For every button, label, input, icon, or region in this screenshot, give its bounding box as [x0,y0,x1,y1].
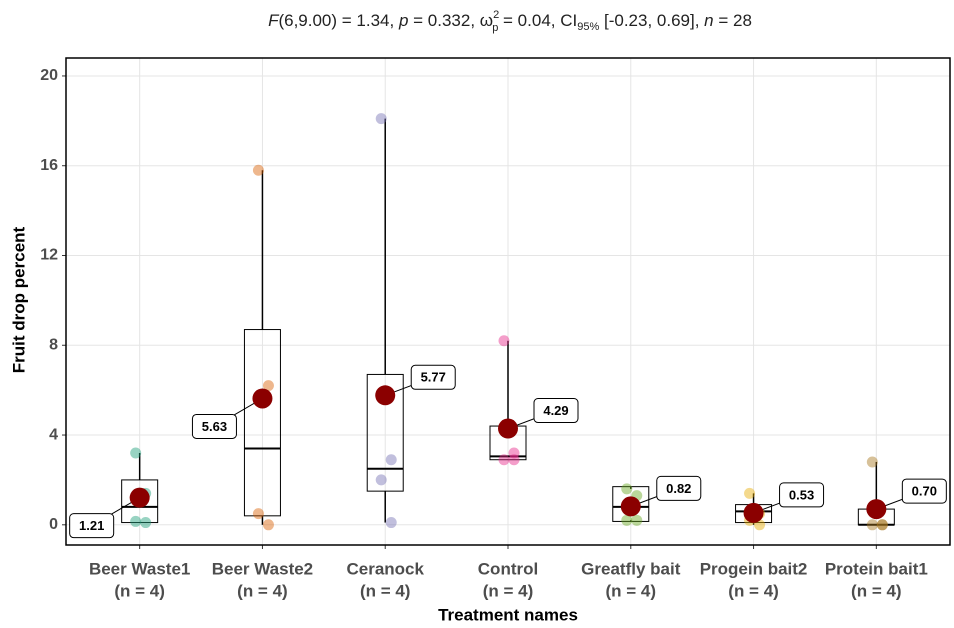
y-tick-label: 8 [49,336,58,353]
y-tick-label: 16 [40,157,58,174]
point [262,519,274,531]
x-tick-n-label: (n = 4) [237,581,288,600]
x-tick-label: Progein bait2 [700,559,808,578]
subtitle-part: 2 [493,9,499,21]
box [612,486,650,522]
point [375,474,387,486]
point [140,517,152,529]
mean-label: 0.82 [666,481,691,496]
subtitle-part: n [704,11,713,30]
subtitle-part: F [268,11,280,30]
x-tick-n-label: (n = 4) [728,581,779,600]
point [498,454,510,466]
x-tick-label: Control [478,559,538,578]
x-tick-label: Beer Waste2 [212,559,313,578]
point [744,487,756,499]
x-tick-n-label: (n = 4) [851,581,902,600]
y-tick-label: 4 [49,426,58,443]
mean-label-box [656,475,702,501]
point [508,447,520,459]
y-tick-label: 12 [40,247,58,264]
mean-label: 0.53 [789,487,814,502]
mean-label: 1.21 [79,518,104,533]
x-axis-title: Treatment names [438,605,578,624]
subtitle-part: p [492,22,498,34]
point [385,454,397,466]
box [366,373,404,492]
subtitle-part: p [398,11,408,30]
mean-label-box [191,413,237,439]
point [508,454,520,466]
point [385,517,397,529]
point [130,447,142,459]
mean-point [743,502,764,523]
subtitle-part: (6,9.00) = 1.34, [278,11,399,30]
mean-label-box [69,513,115,539]
point [621,483,633,495]
mean-point [252,388,273,409]
y-tick-label: 20 [40,67,58,84]
mean-label: 0.70 [912,484,937,499]
x-tick-label: Beer Waste1 [89,559,190,578]
point [631,514,643,526]
x-tick-label: Protein bait1 [825,559,928,578]
point [866,456,878,468]
point [621,514,633,526]
subtitle-part: = 28 [714,11,752,30]
mean-label-box [410,364,456,390]
mean-point [129,487,150,508]
x-tick-n-label: (n = 4) [360,581,411,600]
mean-label-box [533,398,579,424]
x-tick-n-label: (n = 4) [114,581,165,600]
mean-label: 5.63 [202,419,227,434]
point [252,508,264,520]
point [130,515,142,527]
point [375,113,387,125]
plot-border [65,57,951,546]
point [866,519,878,531]
x-tick-n-label: (n = 4) [483,581,534,600]
mean-label: 4.29 [543,403,568,418]
mean-point [375,385,396,406]
chart-subtitle: F(6,9.00) = 1.34, p = 0.332, ω2 p = 0.04,… [268,9,752,34]
subtitle-part: 95% [577,21,599,33]
subtitle-part: = 0.04, CI [498,11,577,30]
point [876,519,888,531]
point [252,164,264,176]
point [262,380,274,392]
y-axis-title: Fruit drop percent [9,226,28,373]
y-tick-label: 0 [49,516,58,533]
mean-point [498,418,518,439]
mean-label-box [779,482,825,508]
x-tick-n-label: (n = 4) [606,581,657,600]
subtitle-part: [-0.23, 0.69], [599,11,704,30]
x-tick-label: Ceranock [346,559,424,578]
point [876,519,888,531]
box [121,479,159,524]
mean-label: 5.77 [421,370,446,385]
mean-point [866,499,887,520]
subtitle-part: = 0.332, ω [408,11,493,30]
x-tick-label: Greatfly bait [581,559,681,578]
mean-point [620,496,641,517]
point [498,335,510,347]
mean-label-box [901,478,947,504]
box [243,329,281,517]
